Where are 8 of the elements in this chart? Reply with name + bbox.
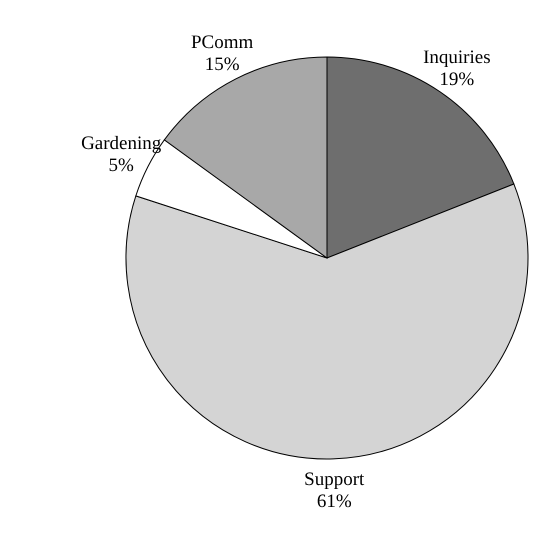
slice-label: PComm — [190, 32, 254, 54]
data-label: 61% — [316, 490, 352, 512]
data-label: 15% — [204, 54, 240, 76]
slice-label: Inquiries — [423, 46, 491, 68]
data-label: 19% — [439, 68, 474, 90]
slice-label: Gardening — [81, 133, 162, 154]
slice-label: Support — [304, 468, 366, 490]
data-label: 5% — [108, 155, 134, 176]
